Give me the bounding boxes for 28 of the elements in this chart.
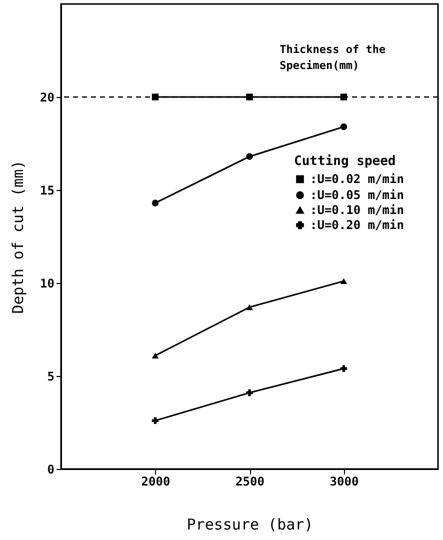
x-tick-label: 3000 [330, 474, 359, 488]
y-tick-label: 15 [40, 184, 54, 198]
legend-label: :U=0.20 m/min [310, 218, 404, 232]
point [246, 153, 253, 160]
point [340, 123, 348, 130]
legend-label: :U=0.05 m/min [310, 188, 404, 202]
point [340, 94, 348, 100]
y-tick-label: 5 [47, 370, 54, 384]
point [340, 278, 348, 284]
point [152, 94, 159, 100]
point [246, 389, 253, 396]
legend-label: :U=0.10 m/min [310, 203, 404, 218]
x-tick-label: 2500 [236, 474, 264, 488]
legend-label: :U=0.02 m/min [310, 172, 404, 186]
annotation: Thickness of the Specimen(mm) [280, 43, 386, 72]
point [152, 352, 159, 358]
point [246, 304, 253, 310]
x-axis-title: Pressure (bar) [186, 516, 314, 534]
x-tick-label: 2000 [141, 474, 170, 488]
point [152, 200, 159, 206]
point [152, 417, 159, 424]
y-axis-title: Depth of cut (mm) [9, 160, 28, 314]
y-tick-label: 20 [40, 90, 54, 104]
y-tick-label: 10 [40, 276, 54, 290]
legend-title: Cutting speed [294, 154, 396, 170]
point [340, 365, 348, 372]
point [246, 94, 253, 100]
y-tick-label: 0 [47, 462, 54, 476]
